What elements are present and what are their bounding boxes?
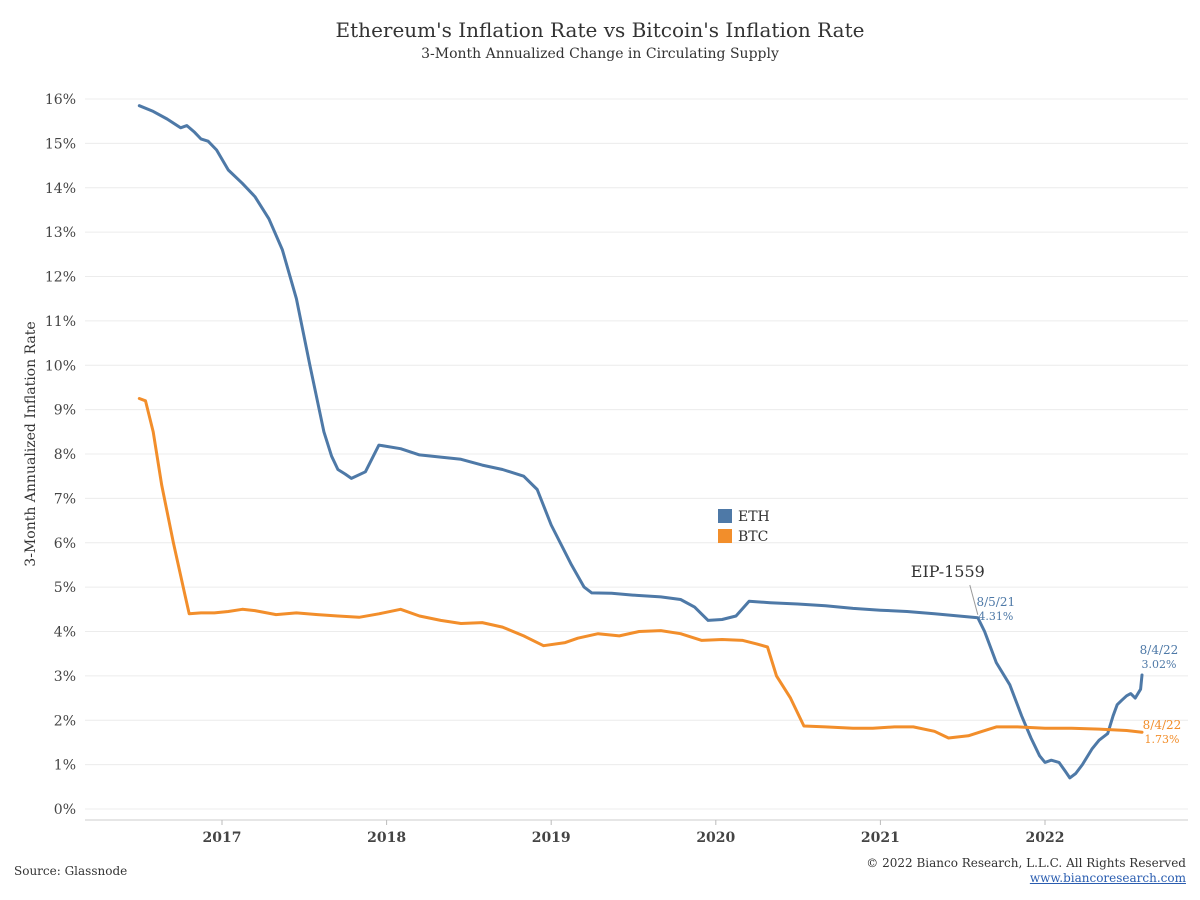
y-tick-labels: 0% 1% 2% 3% 4% 5% 6% 7% 8% 9% 10% 11% 12% 13% 14% 15% 16… <box>45 92 76 818</box>
eip-1559-label: EIP-1559 <box>911 562 985 581</box>
legend-label-eth: ETH <box>738 509 770 525</box>
legend-swatch-btc <box>718 529 732 543</box>
x-tick-label: 2017 <box>203 830 242 846</box>
legend: ETH BTC <box>718 509 770 545</box>
x-tick-label: 2020 <box>696 830 735 846</box>
y-tick-label: 5% <box>54 580 76 596</box>
y-tick-label: 16% <box>45 92 76 108</box>
y-tick-label: 2% <box>54 713 76 729</box>
y-tick-label: 6% <box>54 536 76 552</box>
x-tick-label: 2022 <box>1026 830 1065 846</box>
x-tick-label: 2018 <box>367 830 406 846</box>
y-tick-label: 13% <box>45 225 76 241</box>
x-tick-label: 2021 <box>861 830 900 846</box>
y-tick-label: 14% <box>45 181 76 197</box>
copyright-text: © 2022 Bianco Research, L.L.C. All Right… <box>866 856 1186 870</box>
y-tick-label: 10% <box>45 358 76 374</box>
chart-title: Ethereum's Inflation Rate vs Bitcoin's I… <box>336 18 865 42</box>
website-link[interactable]: www.biancoresearch.com <box>1029 871 1186 885</box>
series-lines <box>137 104 1144 780</box>
y-tick-label: 0% <box>54 802 76 818</box>
copyright-block: © 2022 Bianco Research, L.L.C. All Right… <box>866 856 1186 886</box>
chart-subtitle: 3-Month Annualized Change in Circulating… <box>421 46 779 62</box>
legend-label-btc: BTC <box>738 529 768 545</box>
y-tick-label: 8% <box>54 447 76 463</box>
btc-end-value-label: 1.73% <box>1144 733 1179 746</box>
x-tick-labels: 2017 2018 2019 2020 2021 2022 <box>203 820 1065 846</box>
source-note: Source: Glassnode <box>14 864 128 878</box>
eip-1559-date-label: 8/5/21 <box>976 595 1015 609</box>
y-tick-label: 4% <box>54 625 76 641</box>
eip-1559-value-label: 4.31% <box>978 610 1013 623</box>
eth-end-value-label: 3.02% <box>1141 658 1176 671</box>
series-line-btc <box>137 397 1144 740</box>
btc-end-date-label: 8/4/22 <box>1143 718 1182 732</box>
x-tick-label: 2019 <box>532 830 571 846</box>
grid-lines <box>85 98 1188 821</box>
y-tick-label: 15% <box>45 136 76 152</box>
y-tick-label: 1% <box>54 758 76 774</box>
eip-1559-leader-line <box>969 584 979 615</box>
legend-swatch-eth <box>718 509 732 523</box>
y-tick-label: 3% <box>54 669 76 685</box>
y-tick-label: 12% <box>45 270 76 286</box>
y-tick-label: 9% <box>54 403 76 419</box>
y-tick-label: 7% <box>54 491 76 507</box>
y-tick-label: 11% <box>45 314 76 330</box>
annotations: 8/4/223.02%8/4/221.73%EIP-15598/5/214.31… <box>911 562 1181 746</box>
y-axis-label: 3-Month Annualized Inflation Rate <box>23 321 39 566</box>
eth-end-date-label: 8/4/22 <box>1140 643 1179 657</box>
series-line-eth <box>137 104 1144 780</box>
